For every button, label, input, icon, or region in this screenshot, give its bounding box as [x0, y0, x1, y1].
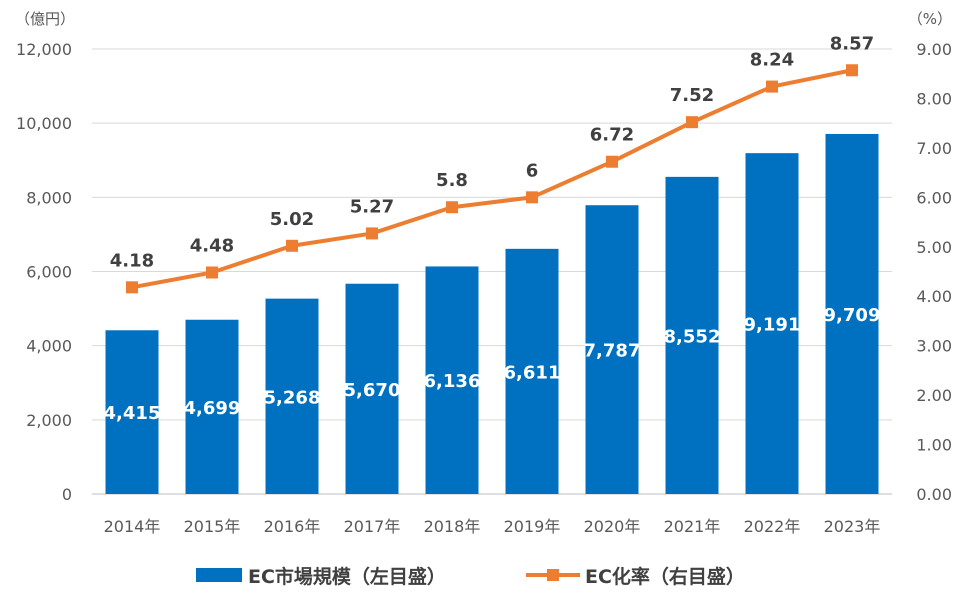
bar-data-label: 5,670	[344, 380, 401, 401]
bar-data-labels: 4,415 4,699 5,268 5,670 6,136 6,611 7,787 8,552…	[104, 305, 881, 424]
left-axis-tick-label: 12,000	[16, 40, 72, 59]
bar	[265, 298, 319, 494]
right-axis-tick-label: 5.00	[916, 238, 952, 257]
x-axis-tick-label: 2023年	[824, 517, 881, 536]
line-marker	[286, 239, 298, 252]
line-path	[131, 68, 853, 290]
right-axis-tick-label: 3.00	[916, 337, 952, 356]
line-series	[126, 64, 858, 294]
bar-data-label: 8,552	[664, 326, 721, 347]
x-axis-tick-label: 2017年	[344, 517, 401, 536]
line-marker	[846, 64, 858, 77]
x-axis-tick-label: 2021年	[664, 517, 721, 536]
legend-line-label: EC化率（右目盛）	[585, 565, 745, 588]
bar-data-label: 9,709	[824, 305, 881, 326]
bar	[345, 283, 399, 494]
left-axis-tick-label: 6,000	[26, 263, 72, 282]
right-axis-tick-label: 6.00	[916, 188, 952, 207]
left-axis-tick-label: 4,000	[26, 337, 72, 356]
line-data-label: 4.48	[190, 235, 234, 256]
line-data-label: 4.18	[110, 250, 154, 271]
line-data-labels: 4.18 4.48 5.02 5.27 5.8 6 6.72 7.52 8.24 8.57	[110, 33, 874, 271]
bar-data-label: 9,191	[744, 315, 801, 336]
x-axis-tick-label: 2022年	[744, 517, 801, 536]
bar-data-label: 4,699	[184, 398, 241, 419]
x-axis-tick-label: 2014年	[104, 517, 161, 536]
line-data-label: 5.8	[436, 170, 468, 191]
line-marker	[766, 80, 778, 93]
bar-data-label: 4,415	[104, 403, 161, 424]
line-data-label: 8.57	[830, 33, 874, 54]
line-data-label: 5.27	[350, 196, 394, 217]
x-axis-tick-label: 2019年	[504, 517, 561, 536]
right-axis-tick-label: 4.00	[916, 287, 952, 306]
line-data-label: 5.02	[270, 209, 314, 230]
right-axis-tick-label: 9.00	[916, 40, 952, 59]
x-axis-ticks: 2014年 2015年 2016年 2017年 2018年 2019年 2020年 2021年…	[104, 517, 881, 536]
right-axis-unit: （%）	[908, 10, 952, 28]
right-axis-ticks: 0.00 1.00 2.00 3.00 4.00 5.00 6.00 7.00 8.00 9.00	[916, 40, 952, 504]
left-axis-tick-label: 10,000	[16, 114, 72, 133]
line-data-label: 6.72	[590, 125, 634, 146]
bar	[185, 319, 239, 494]
right-axis-tick-label: 2.00	[916, 386, 952, 405]
bar-data-label: 5,268	[264, 387, 321, 408]
line-marker	[606, 155, 618, 168]
x-axis-tick-label: 2015年	[184, 517, 241, 536]
legend-line-marker	[547, 569, 559, 581]
legend-bar-label: EC市場規模（左目盛）	[248, 565, 446, 588]
left-axis-tick-label: 0	[62, 485, 72, 504]
bar	[425, 266, 479, 494]
right-axis-tick-label: 7.00	[916, 139, 952, 158]
bar-data-label: 6,136	[424, 371, 481, 392]
line-marker	[126, 281, 138, 294]
bar	[105, 330, 159, 494]
right-axis-tick-label: 1.00	[916, 436, 952, 455]
line-marker	[686, 116, 698, 129]
bar	[825, 133, 879, 494]
right-axis-tick-label: 0.00	[916, 485, 952, 504]
bar	[665, 176, 719, 494]
bar	[505, 248, 559, 494]
line-data-label: 8.24	[750, 50, 794, 71]
left-axis-tick-label: 8,000	[26, 188, 72, 207]
left-axis-tick-label: 2,000	[26, 411, 72, 430]
legend-bar-swatch	[196, 568, 242, 582]
bar-data-label: 7,787	[584, 341, 641, 362]
left-axis-unit: （億円）	[15, 10, 75, 28]
legend: EC市場規模（左目盛） EC化率（右目盛）	[196, 565, 745, 588]
line-marker	[366, 227, 378, 240]
x-axis-tick-label: 2016年	[264, 517, 321, 536]
line-marker	[446, 201, 458, 214]
line-marker	[206, 266, 218, 279]
line-data-label: 6	[526, 160, 539, 181]
bar-series	[105, 133, 879, 494]
bar-data-label: 6,611	[504, 362, 561, 383]
line-data-label: 7.52	[670, 85, 714, 106]
left-axis-ticks: 0 2,000 4,000 6,000 8,000 10,000 12,000	[16, 40, 72, 504]
bar	[745, 153, 799, 494]
line-marker	[526, 191, 538, 204]
x-axis-tick-label: 2020年	[584, 517, 641, 536]
bar	[585, 205, 639, 494]
x-axis-tick-label: 2018年	[424, 517, 481, 536]
right-axis-tick-label: 8.00	[916, 89, 952, 108]
